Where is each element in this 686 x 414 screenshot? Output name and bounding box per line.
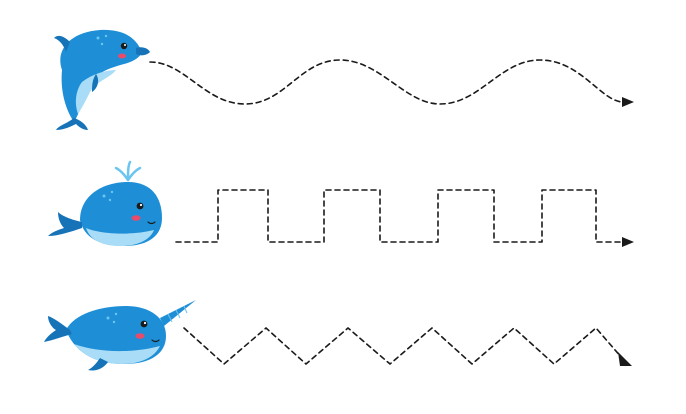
wave-trace-path[interactable]	[149, 59, 623, 105]
dolphin-icon	[54, 29, 150, 130]
arrow-head-icon	[618, 352, 632, 366]
square-wave-trace-path[interactable]	[175, 189, 623, 243]
arrow-head-icon	[622, 237, 634, 247]
narwhal-icon	[44, 300, 196, 371]
zigzag-trace-path[interactable]	[183, 327, 623, 365]
arrow-head-icon	[622, 97, 634, 107]
whale-icon	[48, 160, 162, 246]
